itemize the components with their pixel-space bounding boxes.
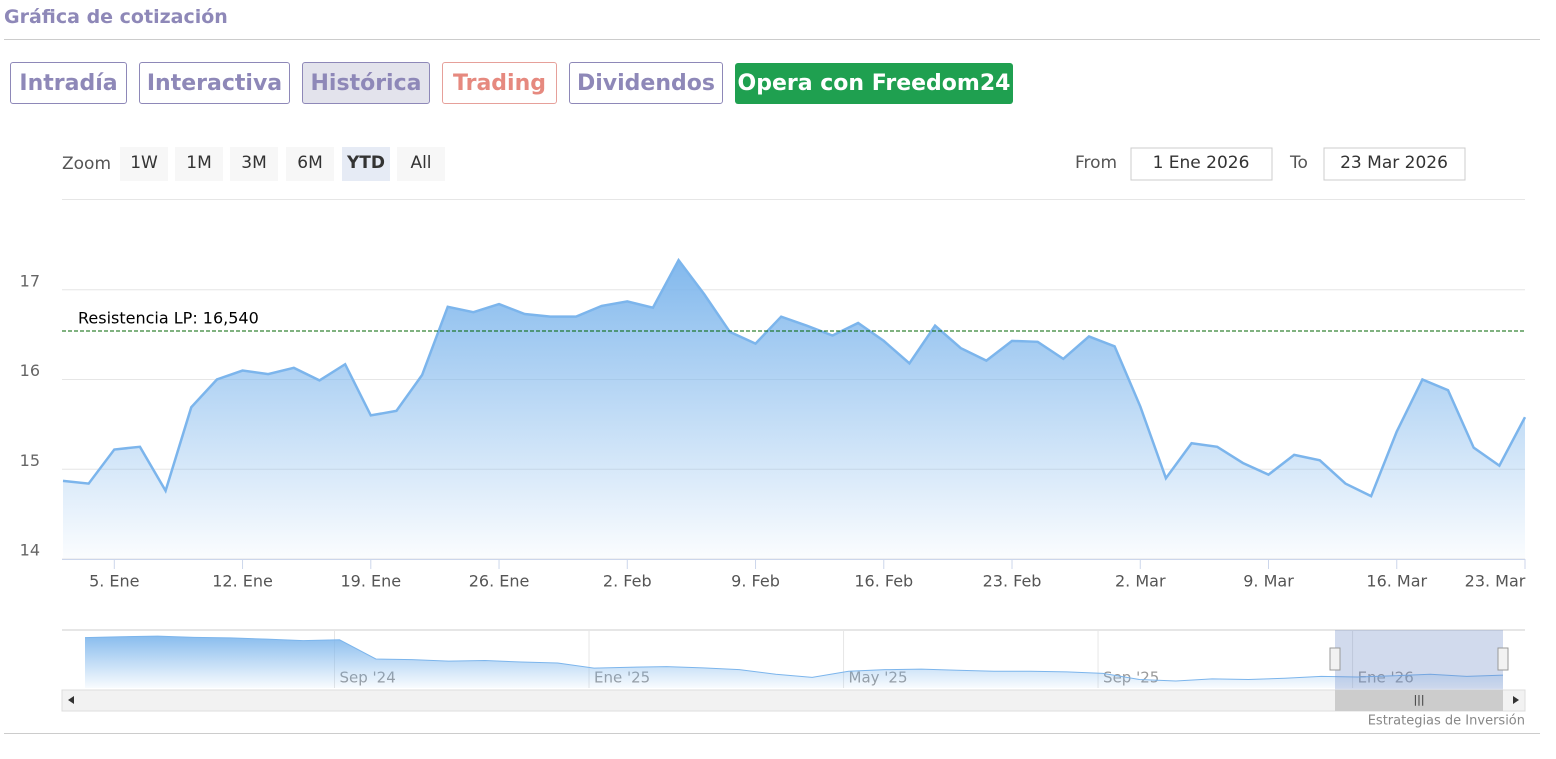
zoom-button-label: 3M [241, 153, 266, 173]
navigator-area [85, 636, 1503, 688]
x-tick-label: 23. Feb [983, 572, 1042, 591]
from-input[interactable] [1130, 147, 1273, 181]
x-tick-label: 9. Feb [731, 572, 780, 591]
y-tick-label: 16 [20, 361, 40, 380]
to-date: 23 Mar 2026 [1340, 153, 1448, 173]
scrollbar-track[interactable] [61, 689, 1526, 712]
line [62, 257, 1527, 498]
zoom-button[interactable] [342, 147, 390, 181]
x-tick-label: 16. Feb [854, 572, 913, 591]
zoom-label: Zoom [62, 154, 111, 174]
annotation-label: Resistencia LP: 16,540 [78, 309, 259, 328]
zoom-button-label: 6M [297, 153, 322, 173]
to-input[interactable] [1323, 147, 1466, 181]
scrollbar-thumb[interactable] [1335, 690, 1503, 711]
x-tick-label: 5. Ene [89, 572, 139, 591]
zoom-button[interactable] [397, 147, 445, 181]
tab[interactable]: Histórica [302, 62, 430, 104]
x-tick-label: 2. Feb [603, 572, 652, 591]
y-tick-label: 17 [20, 271, 40, 290]
tab[interactable]: Interactiva [139, 62, 290, 104]
zoom-button[interactable] [286, 147, 334, 181]
x-tick-label: 23. Mar [1465, 572, 1526, 591]
zoom-button[interactable] [230, 147, 278, 181]
tab[interactable]: Intradía [10, 62, 127, 104]
scroll-right[interactable] [1513, 696, 1519, 704]
y-tick-label: 15 [20, 451, 40, 470]
from-date: 1 Ene 2026 [1153, 153, 1250, 173]
to-label: To [1289, 153, 1308, 173]
zoom-button[interactable] [175, 147, 223, 181]
zoom-button-label: YTD [346, 153, 385, 173]
from-label: From [1075, 153, 1117, 173]
zoom-button-label: All [410, 153, 431, 173]
x-tick-label: 26. Ene [469, 572, 530, 591]
credits: Estrategias de Inversión [1368, 714, 1525, 729]
x-tick-label: 19. Ene [340, 572, 401, 591]
y-tick-label: 14 [20, 541, 40, 560]
x-tick-label: 9. Mar [1243, 572, 1294, 591]
navigator-line [84, 635, 1504, 682]
page-title: Gráfica de cotización [4, 6, 228, 28]
x-tick-label: 16. Mar [1366, 572, 1427, 591]
divider [4, 39, 1540, 40]
zoom-button-label: 1M [186, 153, 211, 173]
tab[interactable]: Trading [442, 62, 557, 104]
x-tick-label: 2. Mar [1115, 572, 1166, 591]
zoom-button[interactable] [120, 147, 168, 181]
x-tick-label: 12. Ene [212, 572, 273, 591]
scroll-left[interactable] [68, 696, 74, 704]
cta-button[interactable]: Opera con Freedom24 [735, 63, 1013, 104]
area-fill [63, 260, 1525, 559]
navigator-selection [1335, 630, 1503, 690]
scrollbar-grip: ||| [1413, 693, 1424, 706]
navigator-handle[interactable] [1497, 647, 1509, 671]
tab[interactable]: Dividendos [569, 62, 723, 104]
divider [4, 733, 1540, 734]
zoom-button-label: 1W [130, 153, 158, 173]
navigator-handle[interactable] [1329, 647, 1341, 671]
